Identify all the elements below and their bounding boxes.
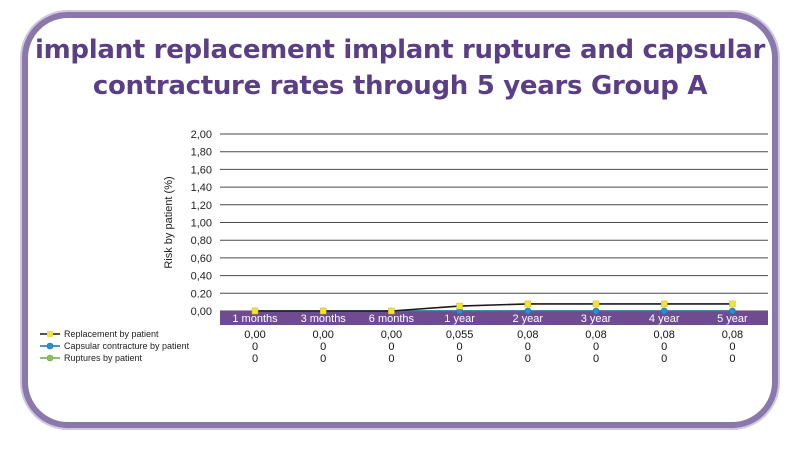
data-point (456, 302, 463, 310)
data-point (729, 307, 736, 315)
y-tick-label: 0,80 (191, 235, 212, 247)
data-label: 0,08 (517, 329, 538, 341)
y-tick-label: 0,60 (191, 253, 212, 265)
x-tick-label: 5 year (717, 313, 748, 325)
data-label: 0 (457, 353, 463, 365)
x-tick-label: 3 months (301, 313, 347, 325)
data-label: 0 (593, 353, 599, 365)
legend-label: Capsular contracture by patient (64, 341, 190, 351)
data-point (388, 307, 395, 315)
data-label: 0,08 (585, 329, 606, 341)
y-tick-label: 0,40 (191, 271, 212, 283)
chart-frame (22, 12, 778, 428)
data-label: 0,055 (446, 329, 474, 341)
legend-marker (46, 354, 54, 362)
data-label: 0 (729, 353, 735, 365)
y-tick-label: 1,20 (191, 200, 212, 212)
data-label: 0 (593, 341, 599, 353)
x-tick-label: 2 year (513, 313, 544, 325)
y-tick-label: 1,40 (191, 182, 212, 194)
legend-label: Ruptures by patient (64, 353, 143, 363)
data-label: 0 (320, 353, 326, 365)
data-label: 0 (388, 353, 394, 365)
y-tick-label: 1,80 (191, 147, 212, 159)
series-line-0 (255, 303, 733, 312)
data-point (660, 307, 668, 315)
x-tick-label: 4 year (649, 313, 680, 325)
data-label: 0,08 (722, 329, 743, 341)
y-tick-label: 1,00 (191, 218, 212, 230)
data-label: 0 (661, 341, 667, 353)
y-tick-label: 2,00 (191, 129, 212, 141)
x-tick-label: 1 months (232, 313, 278, 325)
y-tick-label: 0.20 (191, 288, 212, 300)
data-point (319, 307, 327, 315)
data-label: 0 (457, 341, 463, 353)
legend-marker (47, 331, 53, 337)
data-label: 0,00 (244, 329, 265, 341)
data-point (524, 300, 532, 308)
data-label: 0 (525, 353, 531, 365)
chart-title: implant replacement implant rupture and … (35, 35, 765, 101)
category-band (220, 311, 768, 325)
x-tick-label: 3 year (581, 313, 612, 325)
data-label: 0 (252, 341, 258, 353)
data-label: 0 (729, 341, 735, 353)
data-label: 0,00 (312, 329, 333, 341)
data-label: 0 (252, 353, 258, 365)
y-axis-title: Risk by patient (%) (163, 176, 175, 268)
data-point (592, 307, 600, 315)
data-label: 0 (388, 341, 394, 353)
data-label: 0 (320, 341, 326, 353)
legend-label: Replacement by patient (64, 329, 159, 339)
data-label: 0,00 (381, 329, 402, 341)
data-label: 0,08 (653, 329, 674, 341)
y-tick-label: 1,60 (191, 164, 212, 176)
x-tick-label: 6 months (369, 313, 415, 325)
data-label: 0 (661, 353, 667, 365)
x-tick-label: 1 year (444, 313, 475, 325)
data-label: 0 (525, 341, 531, 353)
data-point (660, 300, 668, 308)
y-tick-label: 0,00 (191, 306, 212, 318)
data-point (592, 300, 600, 308)
legend-marker (46, 342, 54, 350)
data-point (251, 307, 259, 315)
data-point (524, 307, 532, 315)
data-point (729, 300, 736, 308)
